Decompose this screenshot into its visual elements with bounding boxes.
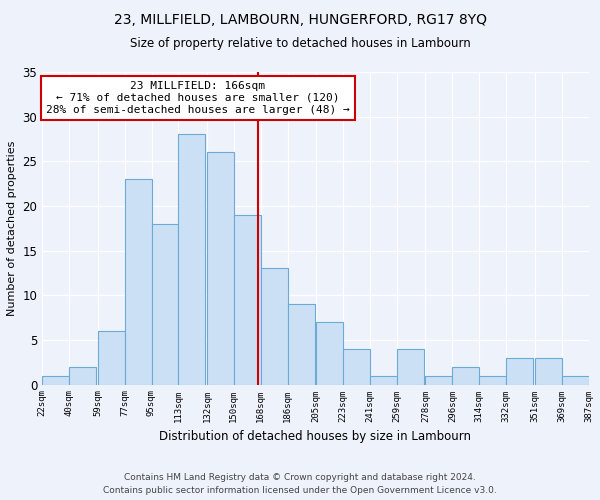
Bar <box>261 268 288 384</box>
Bar <box>125 179 151 384</box>
X-axis label: Distribution of detached houses by size in Lambourn: Distribution of detached houses by size … <box>160 430 472 443</box>
Text: Contains HM Land Registry data © Crown copyright and database right 2024.: Contains HM Land Registry data © Crown c… <box>124 472 476 482</box>
Text: 23, MILLFIELD, LAMBOURN, HUNGERFORD, RG17 8YQ: 23, MILLFIELD, LAMBOURN, HUNGERFORD, RG1… <box>113 12 487 26</box>
Bar <box>479 376 506 384</box>
Text: Size of property relative to detached houses in Lambourn: Size of property relative to detached ho… <box>130 38 470 51</box>
Text: 23 MILLFIELD: 166sqm
← 71% of detached houses are smaller (120)
28% of semi-deta: 23 MILLFIELD: 166sqm ← 71% of detached h… <box>46 82 350 114</box>
Bar <box>562 376 589 384</box>
Bar <box>178 134 205 384</box>
Bar <box>370 376 397 384</box>
Bar <box>69 366 96 384</box>
Bar <box>425 376 452 384</box>
Y-axis label: Number of detached properties: Number of detached properties <box>7 140 17 316</box>
Text: Contains public sector information licensed under the Open Government Licence v3: Contains public sector information licen… <box>103 486 497 495</box>
Bar <box>452 366 479 384</box>
Bar <box>343 349 370 384</box>
Bar <box>316 322 343 384</box>
Bar <box>506 358 533 384</box>
Bar <box>207 152 234 384</box>
Bar <box>288 304 314 384</box>
Bar <box>234 215 261 384</box>
Bar <box>535 358 562 384</box>
Bar <box>397 349 424 384</box>
Bar <box>151 224 178 384</box>
Bar <box>42 376 69 384</box>
Bar <box>98 331 125 384</box>
